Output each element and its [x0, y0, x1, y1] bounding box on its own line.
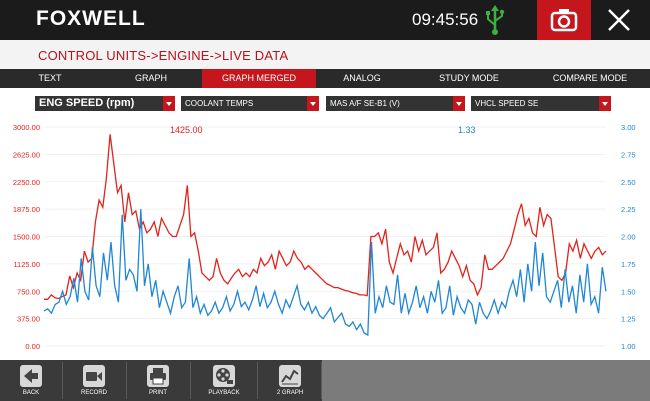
bottom-toolbar: BACK RECORD PRINT — [0, 360, 650, 401]
tool-label: PRINT — [149, 390, 167, 396]
tool-label: PLAYBACK — [208, 390, 240, 396]
right-axis-tick-label: 2.00 — [621, 233, 636, 242]
selector-vehicle-speed[interactable]: VHCL SPEED SE — [471, 96, 611, 111]
chevron-down-icon — [453, 96, 465, 111]
right-axis-tick-label: 1.25 — [621, 315, 636, 324]
back-button[interactable]: BACK — [0, 360, 62, 401]
tab-graph-merged[interactable]: GRAPH MERGED — [202, 69, 316, 88]
close-icon[interactable] — [605, 6, 633, 34]
selector-value: COOLANT TEMPS — [185, 99, 254, 108]
right-axis-tick-label: 2.25 — [621, 205, 636, 214]
playback-button[interactable]: PLAYBACK — [193, 360, 255, 401]
selector-coolant-temps[interactable]: COOLANT TEMPS — [181, 96, 319, 111]
tab-analog[interactable]: ANALOG — [343, 73, 381, 83]
left-axis-tick-label: 1500.00 — [13, 233, 40, 242]
right-axis-tick-label: 1.00 — [621, 342, 636, 351]
usb-icon — [486, 5, 505, 35]
left-axis-tick-label: 750.00 — [17, 287, 40, 296]
tool-label: RECORD — [80, 390, 107, 396]
left-axis-tick-label: 3000.00 — [13, 123, 40, 132]
tab-graph[interactable]: GRAPH — [134, 73, 167, 83]
tab-text[interactable]: TEXT — [38, 73, 62, 83]
tab-bar: TEXT GRAPH GRAPH MERGED ANALOG STUDY MOD… — [0, 69, 650, 88]
right-readout: 1.33 — [458, 125, 476, 135]
left-axis-tick-label: 2625.00 — [13, 150, 40, 159]
right-axis-tick-label: 2.75 — [621, 150, 636, 159]
clock: 09:45:56 — [412, 10, 479, 29]
tool-label: BACK — [22, 390, 40, 396]
screenshot-button[interactable] — [537, 0, 591, 40]
divider — [126, 362, 127, 399]
right-axis-tick-label: 3.00 — [621, 123, 636, 132]
toolbar-empty-area — [322, 360, 650, 401]
left-axis-tick-label: 375.00 — [17, 315, 40, 324]
divider — [257, 362, 258, 399]
film-reel-icon — [213, 365, 235, 387]
divider — [62, 362, 63, 399]
selector-value: ENG SPEED (rpm) — [39, 97, 135, 109]
breadcrumb: CONTROL UNITS->ENGINE->LIVE DATA — [38, 48, 289, 63]
video-camera-icon — [83, 365, 105, 387]
series-line-maf — [43, 209, 607, 337]
selector-maf-sensor[interactable]: MAS A/F SE-B1 (V) — [326, 96, 465, 111]
left-axis-tick-label: 1875.00 — [13, 205, 40, 214]
selector-value: VHCL SPEED SE — [475, 99, 539, 108]
tab-study-mode[interactable]: STUDY MODE — [439, 73, 499, 83]
chevron-down-icon — [163, 96, 175, 111]
brand-logo: FOXWELL — [36, 7, 146, 30]
chevron-down-icon — [599, 96, 611, 111]
record-button[interactable]: RECORD — [63, 360, 125, 401]
selector-eng-speed[interactable]: ENG SPEED (rpm) — [35, 96, 175, 111]
selector-value: MAS A/F SE-B1 (V) — [330, 99, 400, 108]
camera-icon — [550, 9, 578, 32]
tab-compare-mode[interactable]: COMPARE MODE — [552, 73, 628, 83]
tool-label: 2 GRAPH — [276, 390, 304, 396]
right-axis-tick-label: 1.50 — [621, 287, 636, 296]
breadcrumb-bar: CONTROL UNITS->ENGINE->LIVE DATA — [0, 40, 650, 69]
left-readout: 1425.00 — [170, 125, 203, 135]
top-bar: FOXWELL 09:45:56 — [0, 0, 650, 40]
print-button[interactable]: PRINT — [127, 360, 189, 401]
right-axis-tick-label: 2.50 — [621, 178, 636, 187]
left-axis-tick-label: 0.00 — [25, 342, 40, 351]
left-axis-tick-label: 1125.00 — [13, 260, 40, 269]
left-axis-tick-label: 2250.00 — [13, 178, 40, 187]
merged-graph[interactable]: 0.00 375.00 750.00 1125.00 1500.00 1875.00 225… — [0, 116, 650, 360]
chevron-down-icon — [307, 96, 319, 111]
series-line-eng-speed — [44, 134, 607, 300]
back-arrow-icon — [20, 365, 42, 387]
divider — [190, 362, 191, 399]
printer-icon — [147, 365, 169, 387]
line-graph-icon — [279, 365, 301, 387]
two-graph-button[interactable]: 2 GRAPH — [259, 360, 321, 401]
right-axis-tick-label: 1.75 — [621, 260, 636, 269]
divider — [321, 362, 322, 399]
